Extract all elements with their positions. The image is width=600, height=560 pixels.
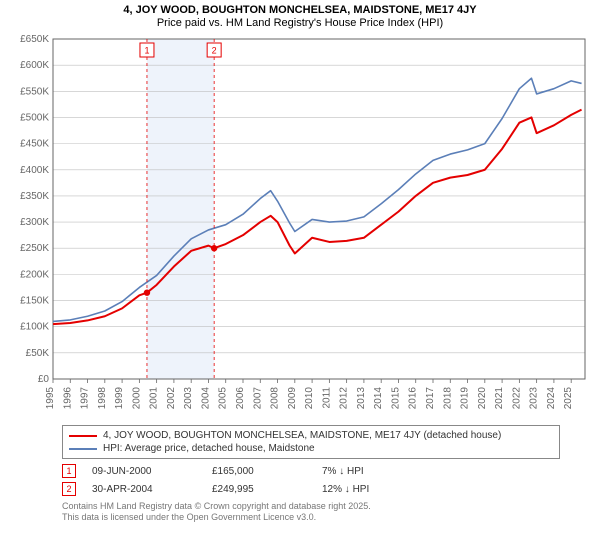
svg-text:£200K: £200K [20, 269, 49, 280]
svg-text:2014: 2014 [373, 387, 384, 410]
svg-text:2022: 2022 [511, 387, 522, 410]
svg-text:2019: 2019 [460, 387, 471, 410]
svg-text:2024: 2024 [546, 387, 557, 410]
legend-swatch-hpi [69, 448, 97, 450]
title-address: 4, JOY WOOD, BOUGHTON MONCHELSEA, MAIDST… [10, 4, 590, 16]
attribution-line1: Contains HM Land Registry data © Crown c… [62, 501, 560, 512]
svg-text:2001: 2001 [149, 387, 160, 410]
table-row: 2 30-APR-2004 £249,995 12% ↓ HPI [62, 480, 560, 498]
attribution-line2: This data is licensed under the Open Gov… [62, 512, 560, 523]
svg-text:£50K: £50K [26, 348, 50, 359]
svg-text:2: 2 [212, 46, 217, 56]
svg-text:£0: £0 [38, 374, 50, 385]
svg-text:2002: 2002 [166, 387, 177, 410]
svg-text:£400K: £400K [20, 165, 49, 176]
svg-text:2023: 2023 [529, 387, 540, 410]
svg-text:£100K: £100K [20, 322, 49, 333]
legend-box: 4, JOY WOOD, BOUGHTON MONCHELSEA, MAIDST… [62, 425, 560, 459]
sale-date: 30-APR-2004 [92, 484, 212, 495]
svg-text:2006: 2006 [235, 387, 246, 410]
svg-text:2005: 2005 [218, 387, 229, 410]
svg-text:£500K: £500K [20, 112, 49, 123]
legend-item-hpi: HPI: Average price, detached house, Maid… [69, 442, 553, 455]
svg-text:1998: 1998 [97, 387, 108, 410]
legend-item-price-paid: 4, JOY WOOD, BOUGHTON MONCHELSEA, MAIDST… [69, 429, 553, 442]
svg-text:2007: 2007 [252, 387, 263, 410]
svg-text:2015: 2015 [390, 387, 401, 410]
svg-text:1996: 1996 [62, 387, 73, 410]
svg-text:1: 1 [144, 46, 149, 56]
svg-text:£250K: £250K [20, 243, 49, 254]
legend-label-price-paid: 4, JOY WOOD, BOUGHTON MONCHELSEA, MAIDST… [103, 430, 501, 441]
sale-date: 09-JUN-2000 [92, 466, 212, 477]
title-subtitle: Price paid vs. HM Land Registry's House … [10, 17, 590, 29]
sale-delta: 12% ↓ HPI [322, 484, 432, 495]
svg-text:£550K: £550K [20, 86, 49, 97]
svg-text:2011: 2011 [321, 387, 332, 409]
svg-text:£350K: £350K [20, 191, 49, 202]
sale-delta: 7% ↓ HPI [322, 466, 432, 477]
svg-text:1997: 1997 [80, 387, 91, 410]
sale-price: £249,995 [212, 484, 322, 495]
svg-text:2021: 2021 [494, 387, 505, 410]
svg-text:£450K: £450K [20, 139, 49, 150]
svg-text:2016: 2016 [408, 387, 419, 410]
svg-text:1999: 1999 [114, 387, 125, 410]
svg-text:2018: 2018 [442, 387, 453, 410]
svg-text:2025: 2025 [563, 387, 574, 410]
sale-price: £165,000 [212, 466, 322, 477]
svg-text:1995: 1995 [45, 387, 56, 410]
svg-text:2004: 2004 [200, 387, 211, 410]
marker-badge-2: 2 [62, 482, 76, 496]
svg-text:2003: 2003 [183, 387, 194, 410]
chart-area: £0 £50K £100K £150K £200K £250K £300K £350K £400… [5, 31, 595, 421]
legend-label-hpi: HPI: Average price, detached house, Maid… [103, 443, 315, 454]
svg-text:2010: 2010 [304, 387, 315, 410]
table-row: 1 09-JUN-2000 £165,000 7% ↓ HPI [62, 462, 560, 480]
svg-text:£650K: £650K [20, 34, 49, 45]
title-block: 4, JOY WOOD, BOUGHTON MONCHELSEA, MAIDST… [0, 0, 600, 31]
chart-svg: £0 £50K £100K £150K £200K £250K £300K £350K £400… [5, 31, 595, 421]
svg-text:2013: 2013 [356, 387, 367, 410]
svg-text:£300K: £300K [20, 217, 49, 228]
svg-text:2000: 2000 [131, 387, 142, 410]
svg-text:2012: 2012 [339, 387, 350, 410]
marker-badge-1: 1 [62, 464, 76, 478]
svg-text:£150K: £150K [20, 296, 49, 307]
chart-container: 4, JOY WOOD, BOUGHTON MONCHELSEA, MAIDST… [0, 0, 600, 560]
legend-swatch-price-paid [69, 435, 97, 437]
attribution: Contains HM Land Registry data © Crown c… [62, 501, 560, 524]
svg-text:2017: 2017 [425, 387, 436, 410]
svg-text:2020: 2020 [477, 387, 488, 410]
svg-text:£600K: £600K [20, 60, 49, 71]
sales-table: 1 09-JUN-2000 £165,000 7% ↓ HPI 2 30-APR… [62, 462, 560, 498]
svg-text:2009: 2009 [287, 387, 298, 410]
svg-text:2008: 2008 [270, 387, 281, 410]
